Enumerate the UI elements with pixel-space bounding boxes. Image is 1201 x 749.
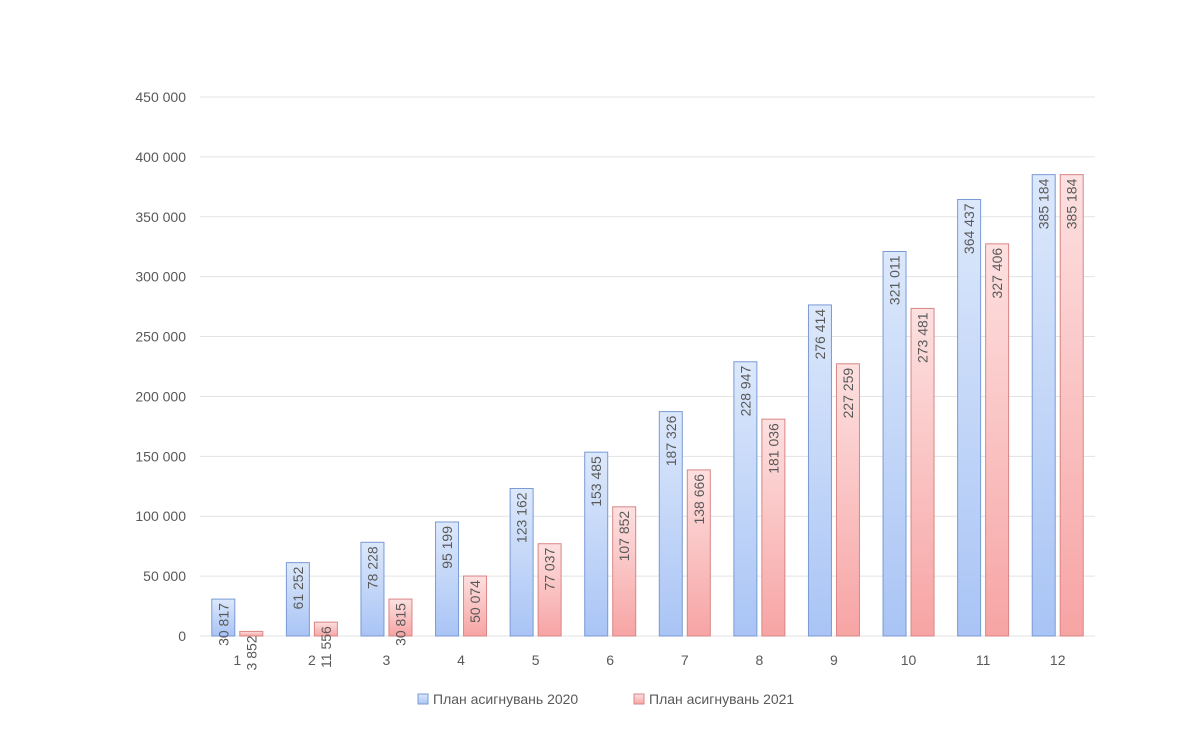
- bar-series1-1: [211, 598, 236, 637]
- data-label: 327 406: [989, 248, 1005, 299]
- x-tick-label: 10: [901, 652, 917, 668]
- data-label: 107 852: [616, 511, 632, 562]
- x-tick-label: 6: [606, 652, 614, 668]
- x-axis: 1 2 3 4 5 6 7 8 9 10 11 12: [233, 652, 1065, 668]
- bar-series2-11: [985, 243, 1010, 637]
- bar-series1-11: [957, 198, 982, 637]
- legend-label: План асигнувань 2021: [649, 691, 794, 707]
- data-label: 30 815: [392, 603, 408, 646]
- bar-series2-2: [313, 621, 338, 637]
- bar-series2-6: [612, 506, 637, 637]
- data-label: 385 184: [1064, 178, 1080, 229]
- data-label: 321 011: [887, 255, 903, 305]
- gridlines: [200, 96, 1095, 637]
- data-label: 187 326: [663, 415, 679, 466]
- bar-series1-3: [360, 541, 385, 637]
- data-label: 276 414: [812, 309, 828, 360]
- y-tick-label: 450 000: [135, 89, 186, 105]
- y-tick-label: 400 000: [135, 149, 186, 165]
- y-tick-label: 250 000: [135, 329, 186, 345]
- bar-series2-5: [537, 543, 562, 637]
- x-tick-label: 3: [383, 652, 391, 668]
- bar-series2-9: [835, 363, 860, 637]
- bar-series1-2: [285, 562, 310, 637]
- bar-series1-8: [733, 361, 758, 637]
- bar-series2-10: [910, 307, 935, 637]
- bar-series1-6: [584, 451, 609, 637]
- bar-series2-1: [239, 630, 264, 637]
- data-label: 3 852: [243, 635, 259, 670]
- data-label: 181 036: [765, 423, 781, 474]
- x-tick-label: 1: [233, 652, 241, 668]
- data-label: 123 162: [514, 492, 530, 543]
- data-label: 30 817: [215, 603, 231, 646]
- x-tick-label: 5: [532, 652, 540, 668]
- x-tick-label: 8: [755, 652, 763, 668]
- data-label: 228 947: [737, 366, 753, 417]
- data-label: 61 252: [290, 566, 306, 609]
- y-tick-label: 350 000: [135, 209, 186, 225]
- x-tick-label: 11: [976, 652, 991, 668]
- data-label: 385 184: [1036, 178, 1052, 229]
- y-tick-label: 300 000: [135, 269, 186, 285]
- data-label: 78 228: [364, 546, 380, 589]
- x-tick-label: 7: [681, 652, 689, 668]
- x-tick-label: 4: [457, 652, 465, 668]
- bar-series2-12: [1059, 174, 1084, 637]
- bar-series1-7: [658, 411, 683, 637]
- bar-series1-4: [435, 521, 460, 637]
- data-label: 95 199: [439, 526, 455, 569]
- y-tick-label: 150 000: [135, 448, 186, 464]
- y-tick-label: 50 000: [143, 568, 186, 584]
- legend-swatch: [633, 693, 645, 705]
- bar-series1-12: [1031, 174, 1056, 637]
- bar-series2-4: [463, 575, 488, 637]
- x-tick-label: 9: [830, 652, 838, 668]
- bar-series1-9: [807, 304, 832, 637]
- data-label: 138 666: [691, 474, 707, 525]
- y-tick-label: 0: [178, 628, 186, 644]
- data-label: 364 437: [961, 203, 977, 254]
- bar-series1-5: [509, 487, 534, 637]
- data-label: 77 037: [542, 548, 558, 591]
- x-tick-label: 12: [1050, 652, 1066, 668]
- legend-label: План асигнувань 2020: [433, 691, 578, 707]
- bar-series2-7: [686, 469, 711, 637]
- data-label: 273 481: [915, 312, 931, 363]
- x-tick-label: 2: [308, 652, 316, 668]
- data-label: 50 074: [467, 580, 483, 623]
- y-tick-label: 100 000: [135, 508, 186, 524]
- legend: План асигнувань 2020 План асигнувань 2021: [417, 691, 794, 707]
- legend-swatch: [417, 693, 429, 705]
- data-label: 227 259: [840, 368, 856, 419]
- y-axis: 0 50 000 100 000 150 000 200 000 250 000 300 0…: [135, 89, 186, 644]
- bar-series2-8: [761, 418, 786, 637]
- y-tick-label: 200 000: [135, 388, 186, 404]
- bar-series1-10: [882, 251, 907, 637]
- data-label: 153 485: [588, 456, 604, 507]
- data-label: 11 556: [318, 626, 334, 668]
- bar-series2-3: [388, 598, 413, 637]
